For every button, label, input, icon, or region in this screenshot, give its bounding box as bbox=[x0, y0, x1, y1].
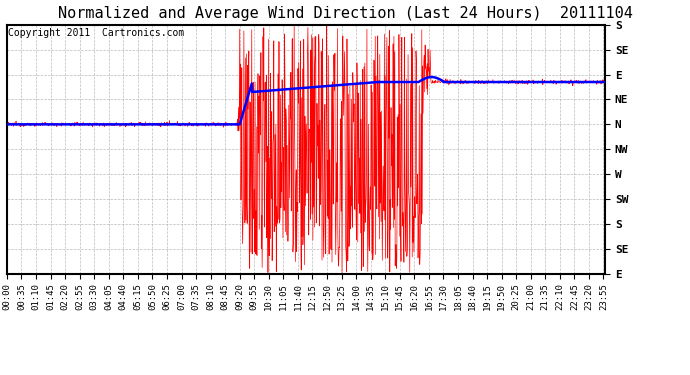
Text: Copyright 2011  Cartronics.com: Copyright 2011 Cartronics.com bbox=[8, 28, 184, 39]
Text: Normalized and Average Wind Direction (Last 24 Hours)  20111104: Normalized and Average Wind Direction (L… bbox=[57, 6, 633, 21]
